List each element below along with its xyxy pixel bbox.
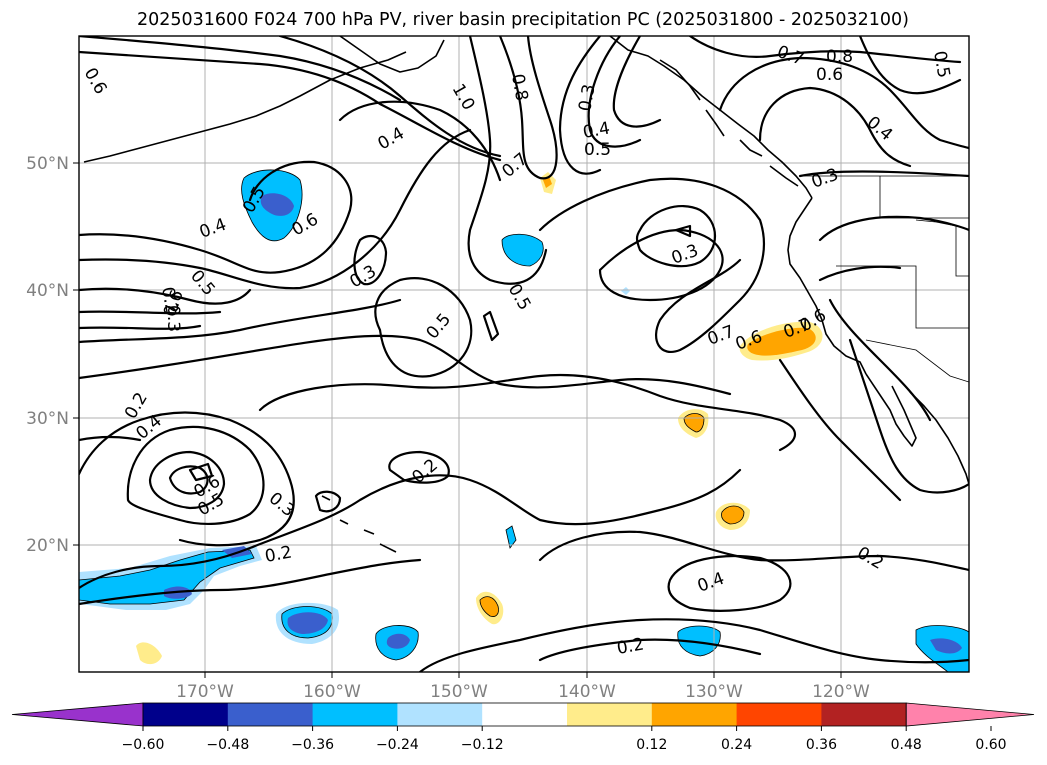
lon-label: 130°W (685, 682, 743, 702)
colorbar-swatches (11, 702, 1035, 727)
neg-core-gulf-alaska (260, 193, 294, 216)
contour-label: 0.2 (263, 543, 293, 567)
neg-core-hawaii (79, 549, 255, 605)
colorbar-tick-label: −0.24 (376, 737, 419, 753)
coastlines (83, 36, 969, 553)
plot-area: 0.6 0.8 1.0 0.3 0.4 0.5 0.7 0.7 0.8 0.6 … (26, 35, 970, 702)
contour-label: 0.5 (929, 49, 953, 79)
pos-shade-sw (136, 642, 162, 665)
colorbar-tick-label: 0.48 (891, 737, 922, 753)
colorbar-swatch (567, 703, 653, 726)
mexico-coast (909, 391, 969, 485)
colorbar-swatch (397, 703, 483, 726)
colorbar-ticks: −0.60 −0.48 −0.36 −0.24 −0.12 0.12 0.24 0.36 0.4… (122, 726, 1007, 753)
pv-contours (79, 36, 969, 672)
north-america-west-coast (787, 197, 867, 375)
lat-label: 40°N (26, 281, 69, 301)
colorbar-extend-min (11, 702, 144, 727)
lat-label: 20°N (26, 536, 69, 556)
colorbar-swatch (143, 703, 229, 726)
gridlines (79, 36, 969, 672)
contour-label: 0.2 (615, 635, 645, 659)
british-columbia-islands (659, 59, 799, 187)
pos-core-15n (479, 596, 499, 617)
neg-shade-small-40n (621, 287, 630, 295)
neg-shade-mid-pac (501, 233, 544, 267)
plot-frame (78, 35, 970, 673)
colorbar-swatch (482, 703, 568, 726)
pos-core-25n (721, 505, 745, 525)
neg-dark-se (930, 638, 962, 654)
latitude-labels: 50°N 40°N 30°N 20°N (26, 154, 69, 556)
colorbar-tick-label: 0.36 (806, 737, 837, 753)
lon-label: 140°W (558, 682, 616, 702)
colorbar-tick-label: 0.12 (636, 737, 667, 753)
contour-label: 0.3 (163, 305, 183, 332)
colorbar-swatch (736, 703, 822, 726)
colorbar-swatch (312, 703, 398, 726)
alaska-panhandle (609, 36, 813, 199)
colorbar: −0.60 −0.48 −0.36 −0.24 −0.12 0.12 0.24 0.36 0.4… (11, 702, 1035, 753)
lon-label: 160°W (303, 682, 361, 702)
hawaiian-islands (321, 495, 397, 553)
neg-dark-south-2 (386, 633, 410, 649)
baja-california (865, 373, 917, 447)
longitude-labels: 170°W 160°W 150°W 140°W 130°W 120°W (176, 682, 870, 702)
axis-ticks (73, 162, 842, 678)
colorbar-tick-label: 0.60 (975, 737, 1006, 753)
colorbar-tick-label: −0.12 (461, 737, 504, 753)
contour-label: 0.8 (826, 47, 853, 67)
colorbar-swatch (227, 703, 314, 726)
contour-label: 0.3 (575, 83, 599, 113)
lat-label: 30°N (26, 409, 69, 429)
colorbar-frame (142, 702, 907, 727)
lon-label: 120°W (812, 682, 870, 702)
contour-label: 0.2 (157, 285, 181, 315)
neg-shade-south-3 (677, 625, 721, 657)
lon-label: 150°W (430, 682, 488, 702)
map-title: 2025031600 F024 700 hPa PV, river basin … (137, 10, 909, 30)
colorbar-swatch (651, 703, 738, 726)
state-border-3 (865, 339, 969, 383)
contour-label: 0.5 (584, 140, 611, 160)
colorbar-tick-label: −0.48 (206, 737, 249, 753)
contour-label: 0.8 (507, 72, 531, 102)
shading-layer (79, 169, 969, 672)
contour-label: 0.6 (816, 65, 843, 85)
alaska-coast (339, 36, 445, 73)
neg-dark-south-1 (287, 612, 328, 634)
contour-label: 0.4 (581, 119, 611, 143)
neg-shade-tiny-20n (505, 525, 517, 549)
colorbar-swatch (821, 703, 907, 726)
lat-label: 50°N (26, 154, 69, 174)
colorbar-tick-label: −0.36 (291, 737, 334, 753)
colorbar-tick-label: −0.60 (122, 737, 165, 753)
lon-label: 170°W (176, 682, 234, 702)
pos-core-california (747, 327, 816, 356)
colorbar-extend-max (905, 702, 1035, 727)
colorbar-tick-label: 0.24 (721, 737, 752, 753)
